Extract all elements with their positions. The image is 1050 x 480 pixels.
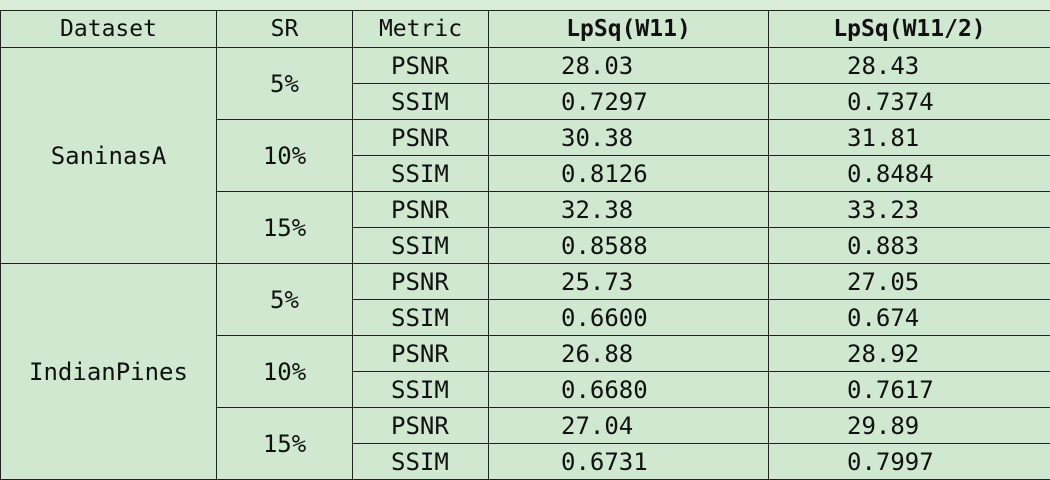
sr-cell[interactable]: 5% <box>217 264 353 336</box>
value-cell-b[interactable]: 0.7997 <box>769 444 1050 480</box>
sr-cell[interactable]: 10% <box>217 120 353 192</box>
value-cell-a[interactable]: 27.04 <box>489 408 769 444</box>
sr-cell[interactable]: 15% <box>217 192 353 264</box>
results-table: Dataset SR Metric LpSq(W11) LpSq(W11/2) … <box>0 10 1050 480</box>
value-cell-a[interactable]: 0.6731 <box>489 444 769 480</box>
value-cell-b[interactable]: 31.81 <box>769 120 1050 156</box>
value-cell-a[interactable]: 0.8126 <box>489 156 769 192</box>
metric-cell[interactable]: SSIM <box>353 372 489 408</box>
header-row: Dataset SR Metric LpSq(W11) LpSq(W11/2) <box>1 11 1050 48</box>
value-cell-a[interactable]: 0.8588 <box>489 228 769 264</box>
table-row: SaninasA 5% PSNR 28.03 28.43 <box>1 48 1050 84</box>
value-cell-b[interactable]: 29.89 <box>769 408 1050 444</box>
sr-cell[interactable]: 5% <box>217 48 353 120</box>
metric-cell[interactable]: PSNR <box>353 120 489 156</box>
value-cell-a[interactable]: 25.73 <box>489 264 769 300</box>
metric-cell[interactable]: SSIM <box>353 300 489 336</box>
value-cell-b[interactable]: 0.883 <box>769 228 1050 264</box>
metric-cell[interactable]: PSNR <box>353 408 489 444</box>
metric-cell[interactable]: SSIM <box>353 156 489 192</box>
value-cell-a[interactable]: 0.6680 <box>489 372 769 408</box>
value-cell-b[interactable]: 0.8484 <box>769 156 1050 192</box>
metric-cell[interactable]: PSNR <box>353 48 489 84</box>
value-cell-a[interactable]: 26.88 <box>489 336 769 372</box>
value-cell-a[interactable]: 0.7297 <box>489 84 769 120</box>
value-cell-b[interactable]: 0.7374 <box>769 84 1050 120</box>
value-cell-b[interactable]: 0.7617 <box>769 372 1050 408</box>
dataset-cell[interactable]: SaninasA <box>1 48 217 264</box>
sr-cell[interactable]: 15% <box>217 408 353 480</box>
sr-cell[interactable]: 10% <box>217 336 353 408</box>
value-cell-b[interactable]: 33.23 <box>769 192 1050 228</box>
header-sr[interactable]: SR <box>217 11 353 48</box>
table-row: IndianPines 5% PSNR 25.73 27.05 <box>1 264 1050 300</box>
header-model-b[interactable]: LpSq(W11/2) <box>769 11 1050 48</box>
metric-cell[interactable]: SSIM <box>353 228 489 264</box>
value-cell-a[interactable]: 30.38 <box>489 120 769 156</box>
value-cell-b[interactable]: 0.674 <box>769 300 1050 336</box>
header-metric[interactable]: Metric <box>353 11 489 48</box>
value-cell-a[interactable]: 0.6600 <box>489 300 769 336</box>
metric-cell[interactable]: SSIM <box>353 84 489 120</box>
value-cell-a[interactable]: 28.03 <box>489 48 769 84</box>
value-cell-b[interactable]: 28.43 <box>769 48 1050 84</box>
header-model-a[interactable]: LpSq(W11) <box>489 11 769 48</box>
value-cell-b[interactable]: 27.05 <box>769 264 1050 300</box>
metric-cell[interactable]: SSIM <box>353 444 489 480</box>
value-cell-b[interactable]: 28.92 <box>769 336 1050 372</box>
metric-cell[interactable]: PSNR <box>353 192 489 228</box>
metric-cell[interactable]: PSNR <box>353 264 489 300</box>
header-dataset[interactable]: Dataset <box>1 11 217 48</box>
metric-cell[interactable]: PSNR <box>353 336 489 372</box>
value-cell-a[interactable]: 32.38 <box>489 192 769 228</box>
dataset-cell[interactable]: IndianPines <box>1 264 217 480</box>
